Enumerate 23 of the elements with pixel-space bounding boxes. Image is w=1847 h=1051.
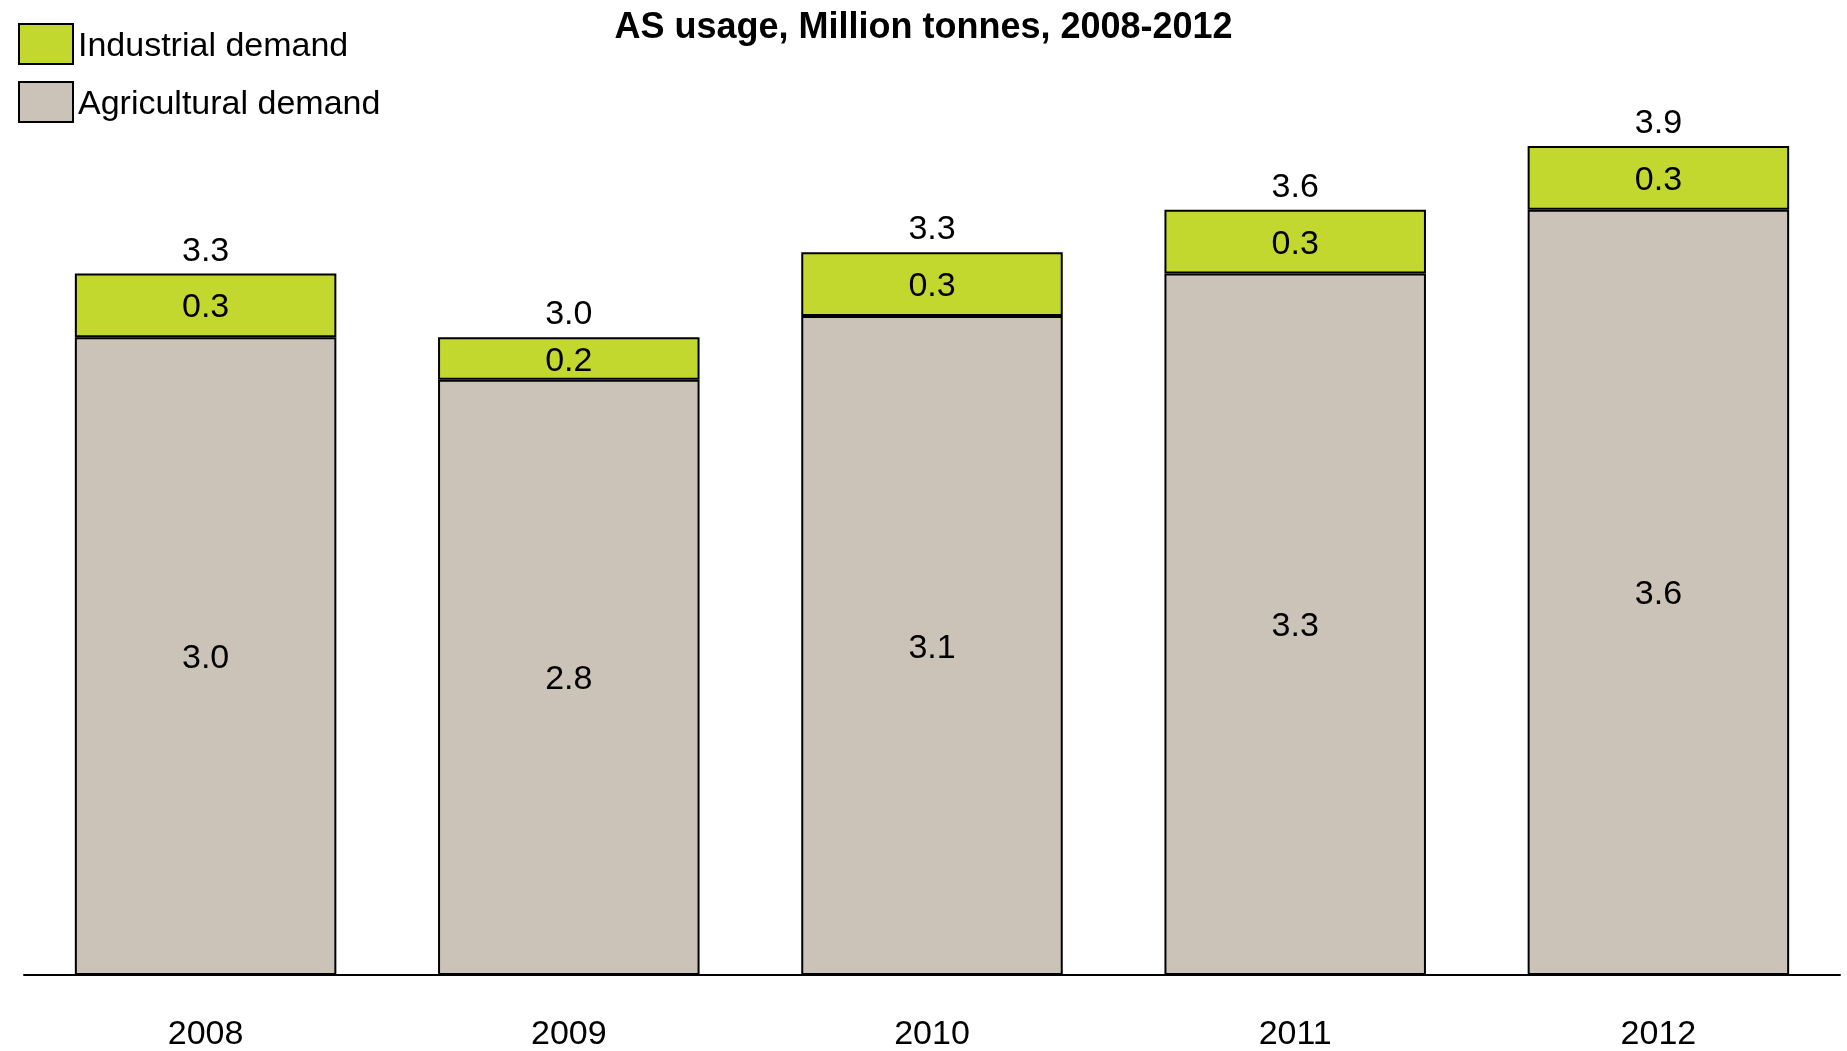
chart-title: AS usage, Million tonnes, 2008-2012 [614, 4, 1233, 46]
total-label: 3.9 [1634, 102, 1683, 140]
x-tick-label: 2010 [894, 1013, 970, 1051]
total-label: 3.3 [181, 229, 230, 268]
total-label: 3.6 [1271, 165, 1319, 204]
data-label: 2.8 [545, 658, 593, 697]
data-label: 0.3 [181, 286, 230, 325]
data-label: 3.1 [908, 626, 956, 665]
total-label: 3.3 [908, 208, 956, 247]
x-tick-label: 2011 [1258, 1013, 1332, 1051]
data-label: 3.0 [181, 637, 230, 676]
legend-label: Industrial demand [78, 25, 349, 63]
data-label: 0.2 [545, 339, 593, 378]
data-label: 0.3 [908, 265, 956, 304]
total-label: 3.0 [545, 293, 593, 332]
data-label: 3.3 [1271, 605, 1319, 644]
x-tick-label: 2012 [1620, 1013, 1697, 1051]
legend-label: Agricultural demand [78, 83, 381, 121]
data-label: 0.3 [1271, 222, 1319, 261]
data-label: 3.6 [1634, 573, 1683, 612]
x-tick-label: 2008 [167, 1013, 244, 1051]
data-label: 0.3 [1634, 158, 1683, 197]
x-tick-label: 2009 [530, 1013, 607, 1051]
